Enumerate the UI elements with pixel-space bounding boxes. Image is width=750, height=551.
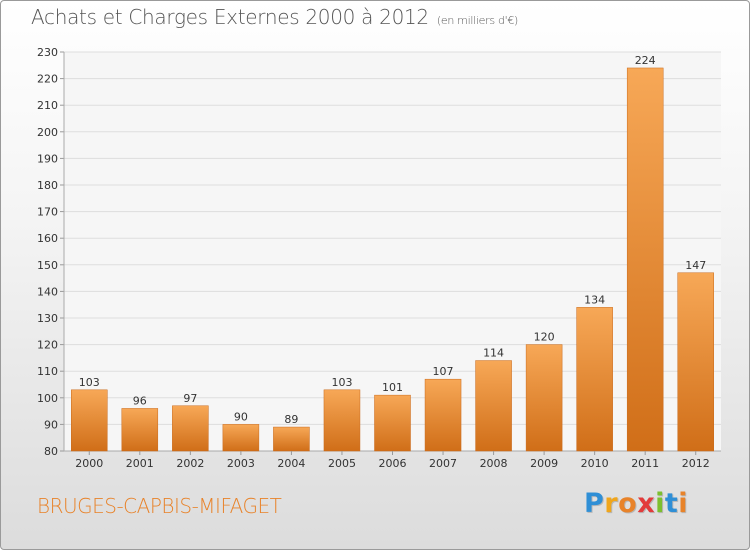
bar-value-label: 89 bbox=[284, 413, 298, 426]
bar bbox=[172, 405, 209, 452]
x-tick-label: 2010 bbox=[581, 457, 609, 470]
bar-value-label: 134 bbox=[584, 293, 605, 306]
logo-letter: P bbox=[584, 488, 605, 519]
y-tick-label: 90 bbox=[44, 418, 58, 431]
bar-value-label: 103 bbox=[79, 376, 100, 389]
x-tick-label: 2000 bbox=[75, 457, 103, 470]
x-tick-label: 2002 bbox=[176, 457, 204, 470]
logo-letter: i bbox=[655, 488, 665, 519]
bar-value-label: 103 bbox=[331, 376, 352, 389]
bar-value-label: 147 bbox=[685, 259, 706, 272]
logo-letter: i bbox=[678, 488, 689, 519]
y-tick-label: 80 bbox=[44, 445, 58, 458]
y-tick-label: 130 bbox=[37, 312, 58, 325]
bar bbox=[626, 67, 664, 452]
x-tick-label: 2004 bbox=[277, 457, 305, 470]
x-tick-label: 2012 bbox=[682, 457, 710, 470]
y-tick-label: 220 bbox=[37, 73, 58, 86]
bar-value-label: 107 bbox=[433, 365, 454, 378]
bar-value-label: 120 bbox=[534, 331, 555, 344]
x-tick-label: 2007 bbox=[429, 457, 457, 470]
logo-letter: t bbox=[664, 488, 679, 519]
logo-letter: o bbox=[618, 488, 638, 519]
commune-name: BRUGES-CAPBIS-MIFAGET bbox=[37, 494, 282, 518]
bar bbox=[475, 360, 512, 452]
bar-value-label: 90 bbox=[234, 410, 248, 423]
y-tick-label: 120 bbox=[37, 339, 58, 352]
chart-title-text: Achats et Charges Externes 2000 à 2012 bbox=[31, 5, 429, 29]
bar bbox=[374, 394, 411, 452]
bar bbox=[576, 307, 613, 452]
x-tick-label: 2003 bbox=[227, 457, 255, 470]
bar-value-label: 224 bbox=[635, 54, 656, 67]
bar-value-label: 114 bbox=[483, 347, 504, 360]
logo-letter: r bbox=[604, 488, 619, 519]
y-tick-label: 110 bbox=[37, 365, 58, 378]
logo-letter: x bbox=[637, 488, 656, 519]
bar bbox=[121, 408, 159, 452]
bar-value-label: 96 bbox=[133, 394, 147, 407]
y-tick-label: 210 bbox=[37, 99, 58, 112]
x-tick-label: 2008 bbox=[480, 457, 508, 470]
bar bbox=[222, 424, 260, 452]
bar bbox=[323, 389, 361, 452]
y-tick-label: 160 bbox=[37, 232, 58, 245]
x-tick-label: 2005 bbox=[328, 457, 356, 470]
y-tick-label: 150 bbox=[37, 259, 58, 272]
bar-value-label: 97 bbox=[183, 392, 197, 405]
y-tick-label: 200 bbox=[37, 126, 58, 139]
x-tick-label: 2001 bbox=[126, 457, 154, 470]
bar bbox=[525, 344, 563, 452]
x-tick-label: 2006 bbox=[379, 457, 407, 470]
bar bbox=[424, 378, 462, 452]
y-tick-label: 100 bbox=[37, 392, 58, 405]
y-tick-label: 140 bbox=[37, 285, 58, 298]
x-tick-label: 2011 bbox=[631, 457, 659, 470]
bar bbox=[273, 426, 310, 452]
y-tick-label: 190 bbox=[37, 152, 58, 165]
chart-subtitle: (en milliers d'€) bbox=[436, 14, 519, 27]
chart-title: Achats et Charges Externes 2000 à 2012 (e… bbox=[31, 5, 518, 29]
bar bbox=[677, 272, 714, 452]
y-tick-label: 230 bbox=[37, 46, 58, 59]
bar-value-label: 101 bbox=[382, 381, 403, 394]
bar bbox=[71, 389, 108, 452]
proxiti-logo: Proxiti bbox=[584, 488, 688, 519]
x-tick-label: 2009 bbox=[530, 457, 558, 470]
y-tick-label: 170 bbox=[37, 206, 58, 219]
y-tick-label: 180 bbox=[37, 179, 58, 192]
